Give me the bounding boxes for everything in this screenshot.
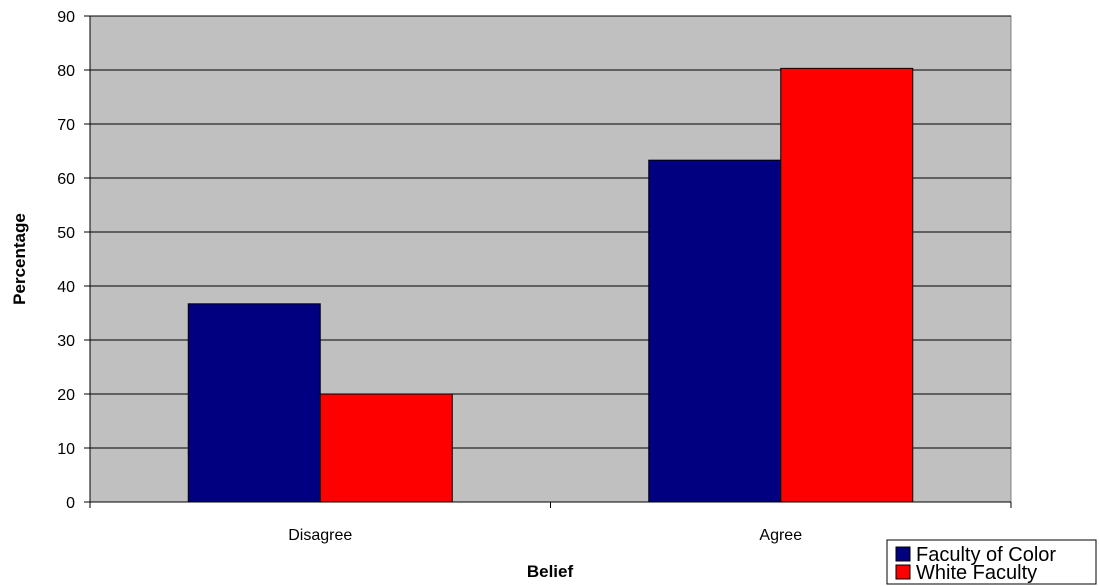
legend-label-faculty-of-color: Faculty of Color (916, 544, 1056, 566)
y-tick-label: 60 (57, 171, 75, 188)
bars (187, 67, 914, 503)
y-tick-label: 50 (57, 225, 75, 242)
legend-swatch-white-faculty (895, 564, 911, 580)
y-tick-label: 90 (57, 9, 75, 26)
y-tick-label: 10 (57, 441, 75, 458)
legend-swatch-faculty-of-color (895, 546, 911, 562)
y-ticks: 0 10 20 30 40 50 60 70 80 90 (57, 9, 90, 512)
y-axis-title: Percentage (10, 213, 29, 305)
y-tick-label: 0 (66, 495, 75, 512)
legend-box (886, 539, 1097, 585)
bar-faculty-of-color-agree (648, 159, 782, 503)
legend-label-white-faculty: White Faculty (916, 562, 1037, 584)
y-tick-label: 80 (57, 63, 75, 80)
x-tick-label: Agree (759, 527, 802, 544)
x-ticks: Disagree Agree (89, 502, 1012, 544)
x-tick-label: Disagree (288, 527, 352, 544)
x-axis-title: Belief (527, 562, 574, 581)
bar-faculty-of-color-disagree (187, 303, 321, 503)
y-tick-label: 30 (57, 333, 75, 350)
legend: Faculty of Color White Faculty (886, 539, 1097, 585)
y-tick-label: 40 (57, 279, 75, 296)
bar-white-faculty-agree (780, 67, 914, 503)
bar-white-faculty-disagree (319, 393, 453, 503)
y-tick-label: 70 (57, 117, 75, 134)
y-tick-label: 20 (57, 387, 75, 404)
